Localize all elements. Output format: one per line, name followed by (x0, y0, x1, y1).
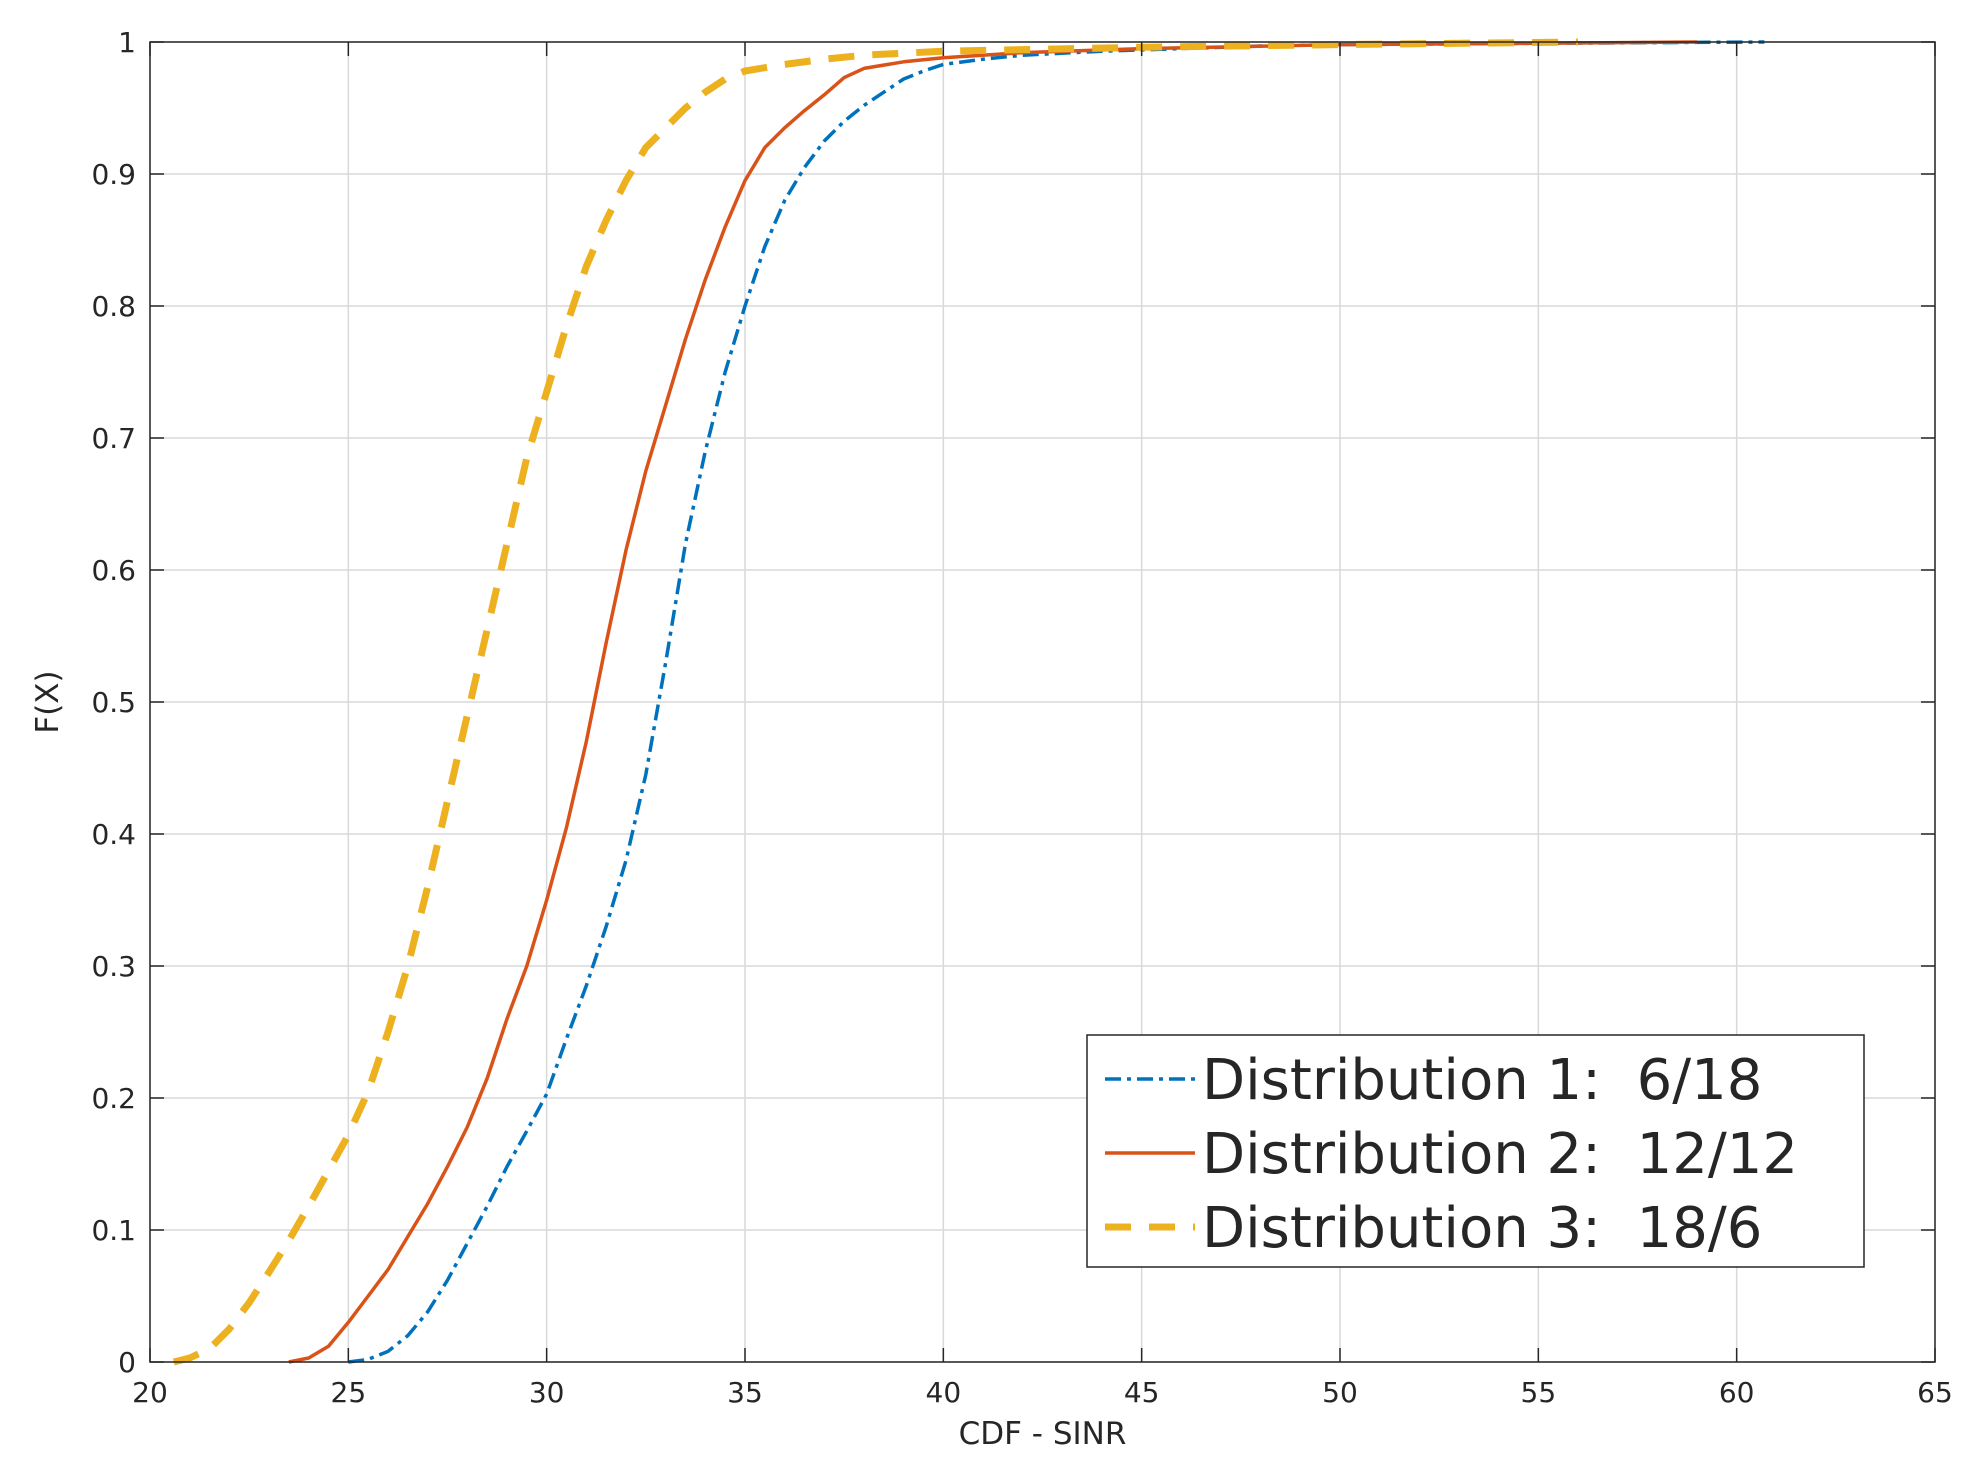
x-tick-label: 60 (1719, 1376, 1755, 1409)
x-tick-label: 35 (727, 1376, 763, 1409)
x-tick-label: 30 (529, 1376, 565, 1409)
y-axis-label: F(X) (30, 670, 66, 733)
x-tick-label: 65 (1917, 1376, 1953, 1409)
y-tick-label: 0.9 (91, 158, 136, 191)
legend-label-3: Distribution 3: 18/6 (1202, 1196, 1762, 1261)
legend: Distribution 1: 6/18 Distribution 2: 12/1… (1086, 1034, 1865, 1268)
y-tick-label: 0.6 (91, 554, 136, 587)
legend-box (1086, 1034, 1865, 1268)
y-tick-label: 0.1 (91, 1214, 136, 1247)
series-line-1 (348, 40, 1765, 1364)
y-tick-label: 0.4 (91, 818, 136, 851)
x-tick-label: 40 (926, 1376, 962, 1409)
x-tick-label: 55 (1521, 1376, 1557, 1409)
y-tick-label: 0 (118, 1346, 136, 1379)
legend-label-2: Distribution 2: 12/12 (1202, 1122, 1798, 1187)
x-tick-label: 25 (331, 1376, 367, 1409)
y-tick-label: 0.3 (91, 950, 136, 983)
x-axis-label: CDF - SINR (959, 1416, 1127, 1452)
legend-label-1: Distribution 1: 6/18 (1202, 1048, 1762, 1113)
y-tick-label: 0.7 (91, 422, 136, 455)
series-layer (172, 38, 1765, 1366)
axis-tick-labels: 20 25 30 35 40 45 50 55 60 65 0 0.1 0.2 0.3 0.4 0.5 0.6 0… (91, 26, 1952, 1409)
y-tick-label: 1 (118, 26, 136, 59)
series-line-2 (288, 40, 1698, 1364)
y-tick-label: 0.8 (91, 290, 136, 323)
x-tick-label: 50 (1322, 1376, 1358, 1409)
x-tick-label: 45 (1124, 1376, 1160, 1409)
axis-ticks (149, 41, 1936, 1363)
y-tick-label: 0.2 (91, 1082, 136, 1115)
y-tick-label: 0.5 (91, 686, 136, 719)
x-tick-label: 20 (132, 1376, 168, 1409)
